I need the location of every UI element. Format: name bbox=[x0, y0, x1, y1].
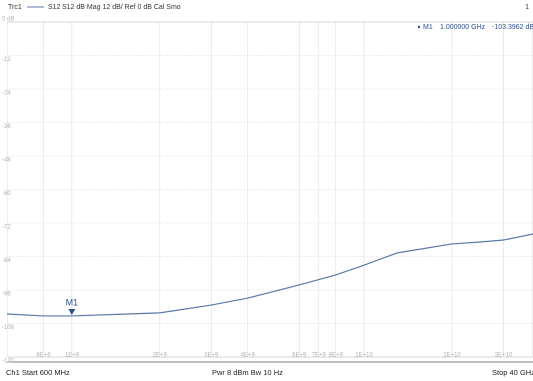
footer-right: Stop 40 GHz bbox=[492, 368, 533, 377]
x-tick-label: 1E+10 bbox=[355, 353, 373, 359]
y-tick-label: -24 bbox=[2, 91, 11, 97]
window-number: 1 bbox=[525, 4, 529, 11]
x-tick-label: 7E+9 bbox=[312, 353, 327, 359]
x-tick-label: 3E+10 bbox=[495, 353, 513, 359]
plot-frame bbox=[7, 21, 533, 358]
readout-frequency: 1.000000 GHz bbox=[440, 24, 486, 31]
x-tick-label: 1E+9 bbox=[65, 353, 80, 359]
readout-value: -103.3962 dB bbox=[492, 24, 533, 31]
marker-label: M1 bbox=[66, 297, 79, 307]
plot-area bbox=[7, 21, 533, 358]
x-tick-label: 8E+9 bbox=[329, 353, 344, 359]
x-tick-label: 8E+8 bbox=[36, 353, 51, 359]
y-tick-label: -12 bbox=[2, 57, 11, 63]
y-tick-label: 0 dB bbox=[2, 17, 14, 23]
readout-dot bbox=[417, 25, 421, 29]
y-tick-label: -120 bbox=[2, 359, 15, 365]
footer-left: Ch1 Start 600 MHz bbox=[6, 368, 70, 377]
x-tick-label: 2E+9 bbox=[153, 353, 168, 359]
y-tick-label: -60 bbox=[2, 191, 11, 197]
footer-center: Pwr 8 dBm Bw 10 Hz bbox=[212, 368, 283, 377]
x-tick-label: 2E+10 bbox=[443, 353, 461, 359]
y-tick-label: -72 bbox=[2, 225, 11, 231]
y-tick-label: -108 bbox=[2, 325, 15, 331]
y-tick-label: -48 bbox=[2, 158, 11, 164]
trace-label: Trc1 bbox=[8, 4, 22, 11]
x-tick-label: 3E+9 bbox=[204, 353, 219, 359]
y-tick-label: -84 bbox=[2, 258, 11, 264]
trace-settings: S12 dB Mag 12 dB/ Ref 0 dB Cal Smo bbox=[62, 4, 181, 11]
y-tick-label: -36 bbox=[2, 124, 11, 130]
legend-series: S12 bbox=[48, 4, 61, 11]
trace-line bbox=[7, 233, 533, 317]
x-tick-label: 4E+9 bbox=[241, 353, 256, 359]
x-tick-label: 6E+9 bbox=[292, 353, 307, 359]
y-tick-label: -96 bbox=[2, 292, 11, 298]
marker-triangle bbox=[68, 308, 76, 315]
readout-name: M1 bbox=[423, 24, 433, 31]
